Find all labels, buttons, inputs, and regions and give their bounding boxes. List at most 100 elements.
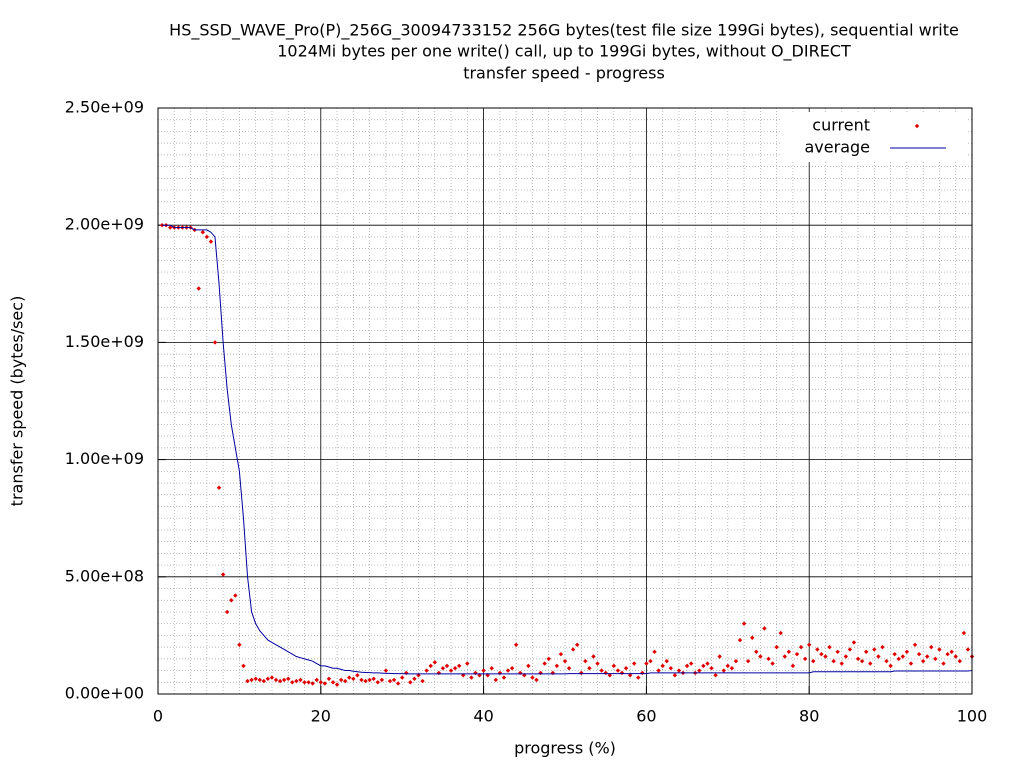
data-point xyxy=(619,670,625,676)
data-point xyxy=(302,680,307,685)
data-point xyxy=(676,668,682,673)
data-point xyxy=(782,654,787,659)
grid xyxy=(157,107,973,695)
data-point xyxy=(400,675,405,680)
data-point xyxy=(762,626,767,631)
data-point xyxy=(831,658,836,664)
data-point xyxy=(420,678,425,684)
data-point xyxy=(261,678,267,684)
data-point xyxy=(412,676,417,681)
data-point xyxy=(627,673,633,678)
data-point xyxy=(709,666,714,671)
x-tick-label: 0 xyxy=(153,707,163,726)
data-point xyxy=(387,678,393,684)
data-point xyxy=(546,656,551,662)
data-point xyxy=(656,668,661,673)
x-tick-label: 60 xyxy=(636,707,656,726)
data-point xyxy=(493,677,499,683)
data-point xyxy=(750,635,755,640)
data-point xyxy=(859,658,865,664)
data-point xyxy=(538,670,543,676)
data-point xyxy=(920,658,926,664)
x-axis-label: progress (%) xyxy=(514,739,616,758)
data-point xyxy=(505,668,511,673)
legend-label: average xyxy=(805,138,871,157)
data-point xyxy=(485,673,490,678)
data-point xyxy=(481,668,486,673)
data-point xyxy=(558,651,564,657)
data-point xyxy=(326,676,332,681)
y-tick-label: 1.50e+09 xyxy=(65,332,144,351)
data-point xyxy=(550,670,555,676)
data-point xyxy=(725,663,730,669)
data-point xyxy=(579,670,584,676)
data-point xyxy=(343,678,348,684)
data-point xyxy=(212,340,218,345)
data-point xyxy=(811,658,816,664)
data-point xyxy=(798,644,804,650)
data-point xyxy=(395,681,401,686)
x-tick-label: 100 xyxy=(957,707,988,726)
chart-title: HS_SSD_WAVE_Pro(P)_256G_30094733152 256G… xyxy=(169,21,959,41)
data-point xyxy=(904,649,910,655)
data-point xyxy=(863,649,869,655)
data-point xyxy=(220,572,226,577)
data-point xyxy=(224,609,230,615)
y-tick-label: 1.00e+09 xyxy=(65,449,144,468)
data-point xyxy=(509,666,515,671)
legend-box xyxy=(780,112,968,162)
data-point xyxy=(876,654,881,659)
plot-area xyxy=(159,223,975,687)
data-point xyxy=(432,660,437,665)
data-point xyxy=(359,677,364,683)
data-point xyxy=(648,658,653,664)
data-point xyxy=(839,661,844,666)
data-point xyxy=(599,668,604,673)
data-point xyxy=(196,286,201,291)
data-point xyxy=(587,666,592,671)
data-point xyxy=(404,670,409,676)
data-point xyxy=(562,658,568,664)
data-point xyxy=(705,661,710,666)
data-point xyxy=(807,642,812,647)
y-tick-label: 2.50e+09 xyxy=(65,98,144,117)
data-point xyxy=(664,658,669,664)
data-point xyxy=(277,678,283,684)
data-point xyxy=(945,651,950,657)
data-point xyxy=(672,673,678,678)
data-point xyxy=(713,673,718,678)
data-point xyxy=(436,670,442,676)
data-point xyxy=(815,647,820,652)
data-point xyxy=(868,661,873,666)
data-point xyxy=(428,663,433,669)
data-point xyxy=(668,666,674,671)
data-point xyxy=(522,673,527,678)
data-point xyxy=(363,678,368,684)
x-tick-label: 20 xyxy=(311,707,331,726)
data-point xyxy=(688,661,694,666)
data-point xyxy=(216,485,222,490)
data-point xyxy=(290,680,295,685)
data-point xyxy=(717,654,722,659)
data-point xyxy=(872,647,877,652)
data-point xyxy=(355,673,360,678)
data-point xyxy=(322,681,328,686)
data-point xyxy=(786,649,792,655)
data-point xyxy=(644,661,649,666)
data-point xyxy=(168,225,173,230)
data-point xyxy=(473,670,478,676)
data-point xyxy=(310,681,315,686)
plot-border xyxy=(157,107,973,695)
data-point xyxy=(501,675,507,680)
data-point xyxy=(774,644,779,650)
data-point xyxy=(900,654,906,659)
data-point xyxy=(925,654,930,659)
data-point xyxy=(745,658,751,664)
data-point xyxy=(489,666,494,671)
data-point xyxy=(961,630,967,636)
data-point xyxy=(737,637,743,643)
data-point xyxy=(249,677,254,683)
data-point xyxy=(851,640,857,645)
data-point xyxy=(636,675,641,680)
